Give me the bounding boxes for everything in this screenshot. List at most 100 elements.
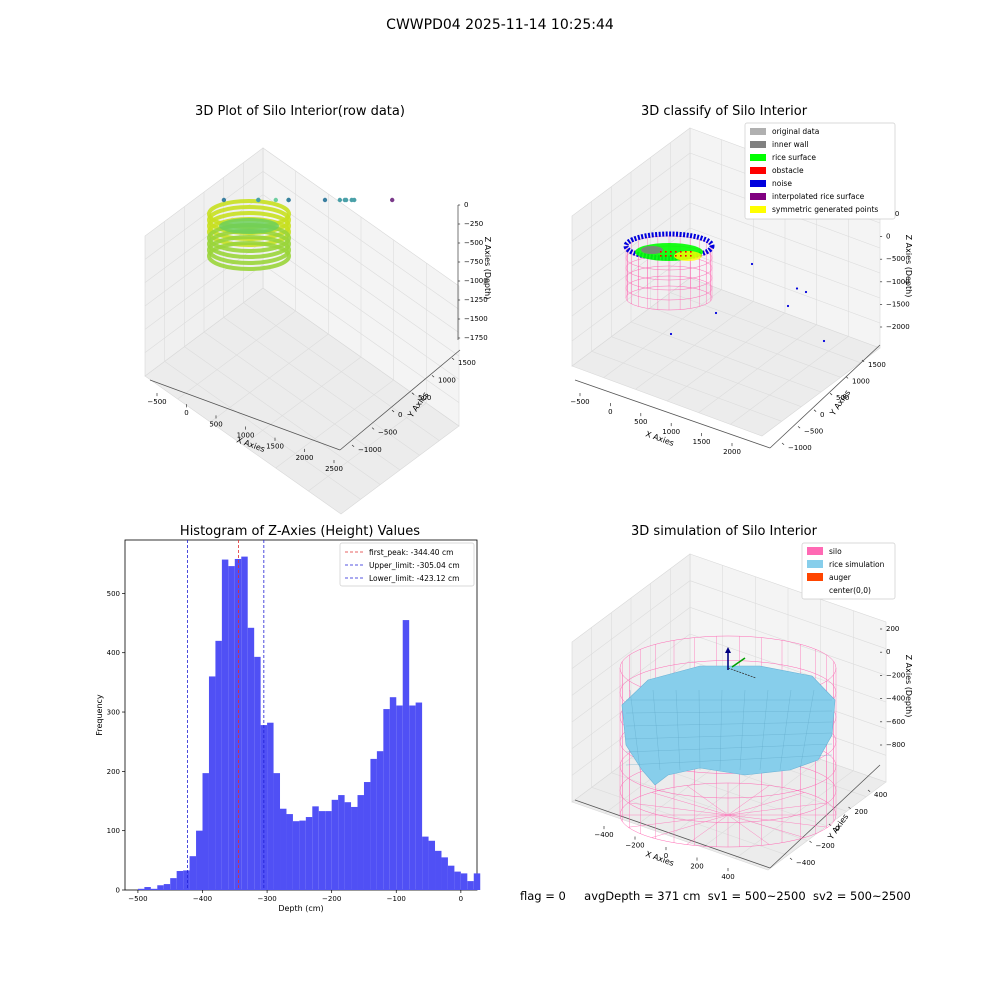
- z-tick-label: −500: [886, 255, 905, 263]
- legend-label: silo: [829, 547, 842, 556]
- silo-floor-spoke: [628, 814, 729, 828]
- noise-point: [786, 304, 790, 308]
- histogram-bar: [157, 885, 164, 890]
- z-tick-label: −2000: [886, 323, 910, 331]
- x-tick-label: −300: [257, 895, 276, 903]
- obstacle-point: [685, 255, 687, 257]
- legend-swatch: [807, 573, 823, 581]
- obstacle-point: [670, 255, 672, 257]
- histogram-bar: [299, 820, 306, 890]
- histogram-bar: [286, 814, 293, 890]
- rice-mesh-line: [625, 743, 833, 753]
- legend-label: auger: [829, 573, 852, 582]
- obstacle-point: [675, 255, 677, 257]
- silo-floor-spoke: [727, 814, 828, 828]
- histogram-bar: [396, 705, 403, 890]
- rice-mesh-line: [675, 689, 681, 771]
- y-tick: [789, 857, 793, 861]
- symmetric-points-patch: [674, 251, 702, 261]
- legend-swatch: [807, 547, 823, 555]
- raw-point: [221, 197, 227, 203]
- y-axis-line: [769, 344, 881, 449]
- footer-sv2: sv2 = 500~2500: [812, 889, 911, 903]
- grid-line: [571, 152, 691, 242]
- panel4-title: 3D simulation of Silo Interior: [631, 524, 817, 539]
- histogram-bar: [137, 888, 145, 890]
- y-tick: [809, 840, 812, 844]
- x-tick-label: 0: [459, 895, 463, 903]
- histogram-bar: [202, 773, 209, 890]
- z-tick-label: −750: [464, 258, 483, 266]
- ring-inner: [219, 218, 279, 234]
- obstacle-point: [680, 251, 682, 253]
- panel1-rawdata-3d: −500 0 500 1000 1500 2000 2500 −1000 −500 0 500 100…: [144, 147, 492, 515]
- rice-mesh-line: [625, 710, 833, 714]
- x-tick-label: 500: [209, 420, 222, 428]
- histogram-bar: [383, 709, 390, 890]
- x-tick-label: −500: [128, 895, 147, 903]
- z-tick-label: −200: [886, 671, 905, 679]
- legend-label: rice simulation: [829, 560, 885, 569]
- histogram-bar: [247, 627, 255, 890]
- z-tick-label: −600: [886, 718, 905, 726]
- x-axis-line: [574, 799, 771, 869]
- center-arrow-y: [731, 657, 746, 668]
- z-tick-label: 200: [886, 625, 899, 633]
- y-tick-label: −400: [796, 859, 815, 867]
- z-axis-label: Z Axies (Depth): [483, 237, 492, 300]
- y-tick-label: 200: [855, 808, 868, 816]
- raw-point: [352, 197, 357, 203]
- z-tick-label: −1750: [464, 334, 488, 342]
- z-tick-label: −400: [886, 695, 905, 703]
- obstacle-point: [660, 255, 662, 257]
- histogram-bar: [435, 850, 442, 890]
- z-tick-label: 0: [886, 648, 890, 656]
- y-tick-label: 100: [107, 827, 120, 835]
- histogram-bar: [460, 873, 468, 890]
- histogram-bar: [144, 887, 151, 890]
- x-tick-label: 2000: [723, 448, 741, 456]
- center-arrowhead: [725, 647, 731, 653]
- histogram-bar: [280, 808, 287, 890]
- legend-label: original data: [772, 127, 819, 136]
- histogram-bar: [254, 656, 261, 890]
- histogram-bar: [305, 817, 313, 890]
- legend-label: interpolated rice surface: [772, 192, 865, 201]
- histogram-bar: [422, 836, 429, 890]
- legend-label: Upper_limit: -305.04 cm: [369, 561, 460, 570]
- histogram-bar: [318, 811, 326, 890]
- noise-point: [669, 332, 673, 336]
- histogram-bar: [467, 881, 474, 890]
- y-tick: [813, 409, 817, 412]
- rice-mesh-line: [625, 732, 833, 740]
- y-tick-label: −500: [378, 429, 397, 437]
- histogram-bar: [370, 758, 377, 890]
- obstacle-point: [665, 255, 667, 257]
- panel1-title: 3D Plot of Silo Interior(row data): [195, 104, 405, 119]
- rice-mesh-line: [759, 689, 769, 771]
- obstacle-point: [660, 251, 662, 253]
- histogram-bar: [241, 556, 248, 890]
- silo-floor-spoke: [686, 814, 729, 845]
- raw-point: [273, 197, 278, 203]
- y-tick-label: 500: [418, 394, 431, 402]
- y-tick: [845, 376, 849, 379]
- y-tick: [861, 359, 865, 363]
- x-tick-label: −400: [594, 831, 613, 839]
- y-tick: [411, 392, 415, 395]
- histogram-bar: [473, 873, 481, 890]
- histogram-bar: [363, 782, 371, 890]
- y-tick-label: 1000: [438, 376, 456, 384]
- y-tick-label: 300: [107, 709, 120, 717]
- x-tick-label: −100: [387, 895, 406, 903]
- x-tick-label: −200: [322, 895, 341, 903]
- y-tick-label: −200: [816, 842, 835, 850]
- histogram-bar: [221, 559, 229, 890]
- y-tick: [371, 427, 375, 430]
- histogram-bar: [447, 865, 455, 890]
- silo-floor-spoke: [727, 814, 805, 838]
- panel3-title: Histogram of Z-Axies (Height) Values: [179, 524, 421, 539]
- footer-status: flag = 0 avgDepth = 371 cm sv1 = 500~250…: [520, 889, 911, 903]
- raw-point: [286, 197, 291, 203]
